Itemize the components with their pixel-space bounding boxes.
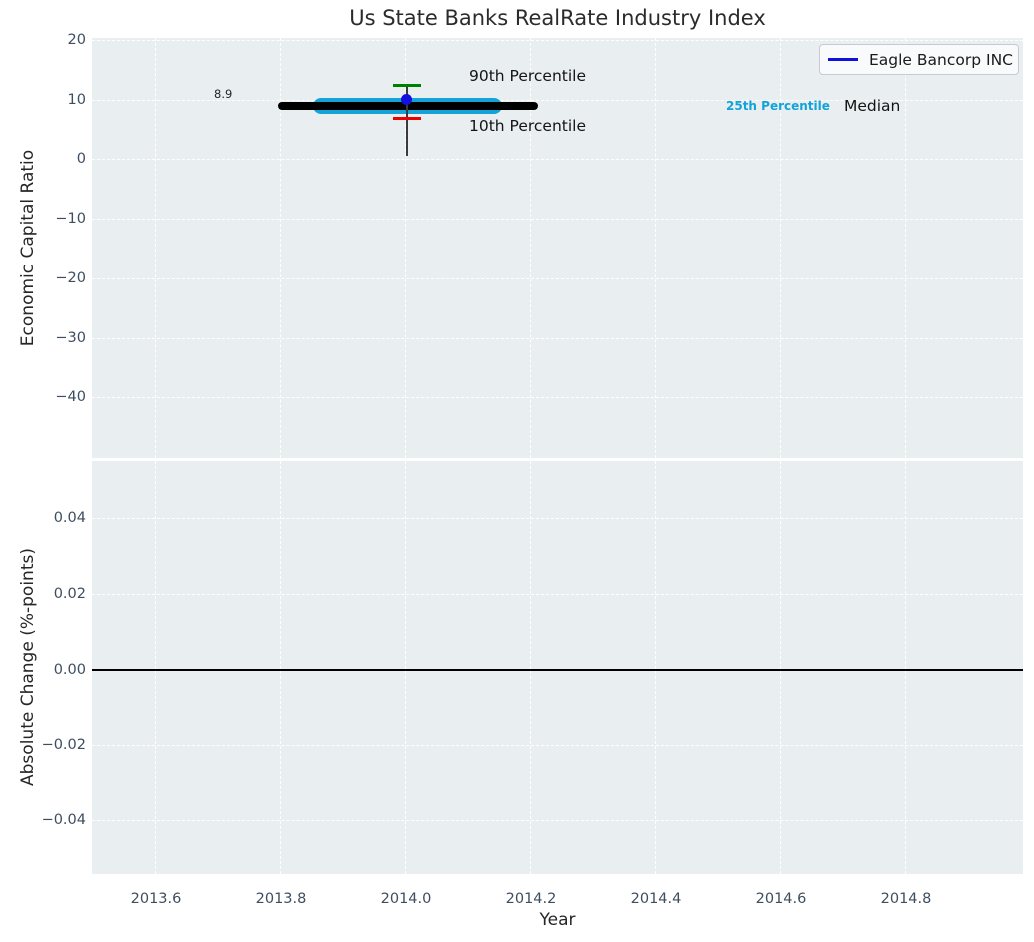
ytick-bottom: 0.00 (53, 662, 86, 678)
chart-title: Us State Banks RealRate Industry Index (349, 6, 766, 30)
ylabel-economic-capital-ratio: Economic Capital Ratio (18, 149, 38, 347)
xlabel-year: Year (539, 910, 576, 930)
annotation-median-value: 8.9 (214, 87, 233, 101)
gridline (92, 745, 1023, 746)
gridline (92, 820, 1023, 821)
gridline (92, 159, 1023, 160)
gridline (405, 461, 406, 874)
annotation-25th-percentile: 25th Percentile (726, 99, 830, 113)
eagle-bancorp-marker (401, 94, 412, 105)
gridline (92, 219, 1023, 220)
ytick-bottom: −0.04 (41, 812, 86, 828)
ytick-top: −40 (55, 389, 86, 405)
gridline (92, 40, 1023, 41)
annotation-10th-percentile: 10th Percentile (469, 117, 587, 135)
gridline (155, 461, 156, 874)
top-plot-area (92, 38, 1023, 458)
percentile-10-cap (393, 117, 421, 120)
gridline (92, 397, 1023, 398)
median-line (278, 102, 538, 110)
xtick: 2014.8 (880, 891, 932, 907)
legend-label: Eagle Bancorp INC (869, 50, 1013, 69)
ytick-top: 0 (76, 151, 86, 167)
annotation-90th-percentile: 90th Percentile (469, 67, 587, 85)
gridline (280, 461, 281, 874)
gridline (530, 38, 531, 458)
percentile-90-cap (393, 84, 421, 87)
gridline (780, 38, 781, 458)
gridline (92, 278, 1023, 279)
xtick: 2013.6 (130, 891, 182, 907)
gridline (655, 461, 656, 874)
xtick: 2014.6 (755, 891, 807, 907)
gridline (280, 38, 281, 458)
gridline (92, 594, 1023, 595)
gridline (905, 461, 906, 874)
gridline (530, 461, 531, 874)
gridline (780, 461, 781, 874)
xtick: 2014.0 (380, 891, 432, 907)
gridline (92, 338, 1023, 339)
xtick: 2013.8 (255, 891, 307, 907)
ytick-bottom: −0.02 (41, 737, 86, 753)
ytick-top: 10 (67, 92, 86, 108)
gridline (655, 38, 656, 458)
ytick-bottom: 0.04 (53, 510, 86, 526)
xtick: 2014.4 (630, 891, 682, 907)
bottom-plot-area (92, 461, 1023, 874)
gridline (92, 518, 1023, 519)
gridline (155, 38, 156, 458)
ytick-top: −30 (55, 330, 86, 346)
legend: Eagle Bancorp INC (819, 44, 1019, 75)
ytick-top: −20 (55, 270, 86, 286)
gridline (92, 100, 1023, 101)
xtick: 2014.2 (505, 891, 557, 907)
ytick-bottom: 0.02 (53, 586, 86, 602)
gridline (405, 38, 406, 458)
ytick-top: 20 (67, 32, 86, 48)
annotation-median: Median (844, 97, 901, 115)
legend-line-icon (828, 58, 858, 61)
gridline (905, 38, 906, 458)
errorbar-vline (406, 86, 408, 156)
zero-reference-line (92, 669, 1023, 671)
ytick-top: −10 (55, 211, 86, 227)
